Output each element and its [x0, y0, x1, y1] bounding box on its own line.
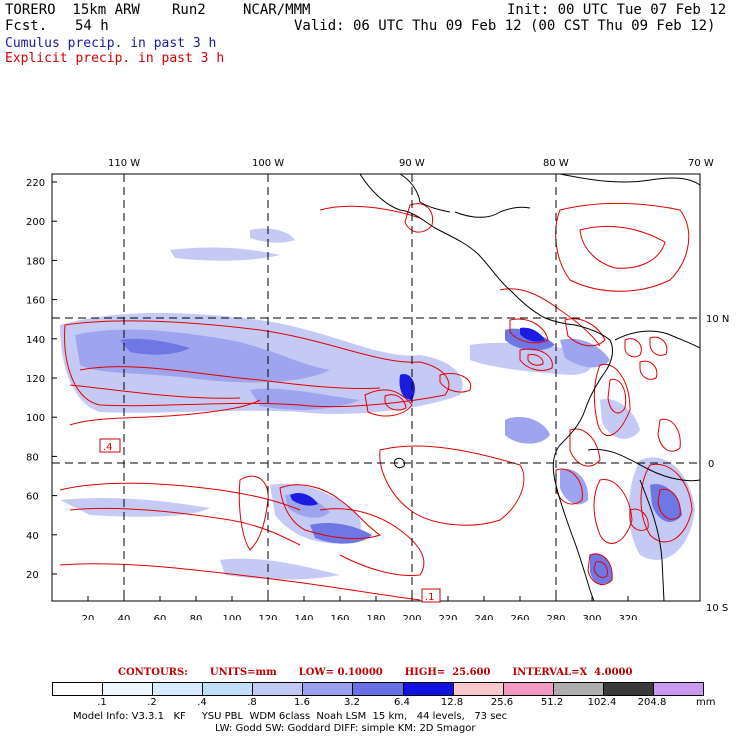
bottom-index-label: 220: [438, 614, 457, 620]
bottom-grid-index-labels: 20 40 60 80 100 120 140 160 180 200 220 240 260 280 30…: [82, 596, 638, 620]
precip-colorbar: [52, 682, 704, 696]
contour-label-04-text: .4: [103, 442, 113, 453]
forecast-label: Fcst.: [5, 18, 48, 34]
colorbar-cell: [603, 683, 654, 695]
bottom-index-label: 20: [82, 614, 95, 620]
explicit-precip-contours: [59, 202, 693, 601]
bottom-index-label: 100: [222, 614, 241, 620]
colorbar-cell: [453, 683, 504, 695]
colorbar-cell: [353, 683, 404, 695]
bottom-index-label: 260: [510, 614, 529, 620]
cumulus-precip-shading: [60, 228, 695, 585]
bottom-index-label: 120: [258, 614, 277, 620]
left-index-label: 100: [26, 413, 45, 424]
colorbar-cell: [103, 683, 154, 695]
bottom-index-label: 280: [546, 614, 565, 620]
cumulus-precip-title: Cumulus precip. in past 3 h: [5, 36, 217, 51]
colorbar-label: 102.4: [587, 697, 617, 708]
left-index-label: 140: [26, 335, 45, 346]
contours-high: HIGH= 25.600: [404, 667, 491, 678]
left-index-label: 40: [26, 531, 39, 542]
colorbar-label: .1: [97, 697, 107, 708]
run-label: Run2: [172, 2, 206, 18]
lon-label-90w: 90 W: [399, 158, 425, 169]
colorbar-unit: mm: [696, 697, 716, 708]
colorbar-cell: [553, 683, 604, 695]
bottom-index-label: 180: [366, 614, 385, 620]
bottom-index-label: 240: [474, 614, 493, 620]
left-index-label: 180: [26, 256, 45, 267]
lat-label-0: 0: [708, 459, 714, 470]
colorbar-cell: [403, 683, 454, 695]
left-index-label: 160: [26, 296, 45, 307]
colorbar-cell: [253, 683, 304, 695]
bottom-index-label: 140: [294, 614, 313, 620]
right-latitude-labels: 10 N 0 10 S: [706, 314, 729, 614]
left-index-label: 60: [26, 492, 39, 503]
contour-label-04: .4: [99, 438, 121, 453]
model-title: TORERO 15km ARW: [5, 2, 140, 18]
colorbar-label: .4: [197, 697, 207, 708]
lon-label-80w: 80 W: [543, 158, 569, 169]
lon-label-110w: 110 W: [108, 158, 140, 169]
colorbar-label: 6.4: [394, 697, 410, 708]
bottom-index-label: 80: [190, 614, 203, 620]
left-index-label: 220: [26, 178, 45, 189]
lat-label-10s: 10 S: [706, 603, 728, 614]
left-index-label: 80: [26, 452, 39, 463]
lat-label-10n: 10 N: [706, 314, 729, 325]
forecast-hour: 54 h: [75, 18, 109, 34]
bottom-index-label: 300: [582, 614, 601, 620]
coastlines: [359, 174, 700, 601]
precip-map: .4 .1 110 W 100 W 90 W 80 W 70 W 10 N 0 …: [26, 158, 729, 620]
bottom-index-label: 320: [618, 614, 637, 620]
org-label: NCAR/MMM: [243, 2, 311, 18]
contour-label-01: .1: [421, 588, 441, 603]
left-index-label: 200: [26, 217, 45, 228]
init-time: Init: 00 UTC Tue 07 Feb 12: [507, 2, 727, 18]
bottom-index-label: 160: [330, 614, 349, 620]
colorbar-label: 204.8: [637, 697, 667, 708]
colorbar-labels: .1 .2 .4 .8 1.6 3.2 6.4 12.8 25.6 51.2 102.4 204.8: [0, 697, 740, 709]
bottom-index-label: 200: [402, 614, 421, 620]
lon-label-100w: 100 W: [252, 158, 284, 169]
contour-label-01-text: .1: [425, 592, 435, 603]
contours-interval: INTERVAL=X 4.0000: [512, 667, 633, 678]
colorbar-label: 25.6: [490, 697, 514, 708]
left-grid-index-labels: 220 200 180 160 140 120 100 80 60 40 20: [26, 178, 57, 581]
contours-title: CONTOURS:: [118, 667, 188, 678]
graticule: [52, 174, 700, 601]
colorbar-cell: [303, 683, 354, 695]
colorbar-label: 3.2: [344, 697, 360, 708]
top-longitude-labels: 110 W 100 W 90 W 80 W 70 W: [108, 158, 714, 169]
contours-low: LOW= 0.10000: [298, 667, 383, 678]
colorbar-cell: [153, 683, 204, 695]
contours-units: UNITS=mm: [209, 667, 277, 678]
model-info-line1: Model Info: V3.3.1 KF YSU PBL WDM 6class…: [73, 711, 508, 722]
colorbar-cell: [503, 683, 554, 695]
colorbar-label: .2: [147, 697, 157, 708]
colorbar-cell: [53, 683, 104, 695]
left-index-label: 20: [26, 570, 39, 581]
colorbar-label: 51.2: [540, 697, 564, 708]
explicit-precip-title: Explicit precip. in past 3 h: [5, 51, 225, 66]
colorbar-cell: [203, 683, 254, 695]
contours-info: CONTOURS: UNITS=mm LOW= 0.10000 HIGH= 25.60…: [118, 667, 654, 678]
bottom-index-label: 40: [118, 614, 131, 620]
colorbar-label: .8: [247, 697, 257, 708]
colorbar-label: 12.8: [440, 697, 464, 708]
bottom-index-label: 60: [154, 614, 167, 620]
colorbar-label: 1.6: [294, 697, 310, 708]
lon-label-70w: 70 W: [688, 158, 714, 169]
left-index-label: 120: [26, 374, 45, 385]
colorbar-cell: [653, 683, 704, 695]
valid-time: Valid: 06 UTC Thu 09 Feb 12 (00 CST Thu …: [294, 18, 716, 34]
model-info-line2: LW: Godd SW: Goddard DIFF: simple KM: 2D…: [215, 723, 476, 734]
map-field: [52, 174, 700, 601]
